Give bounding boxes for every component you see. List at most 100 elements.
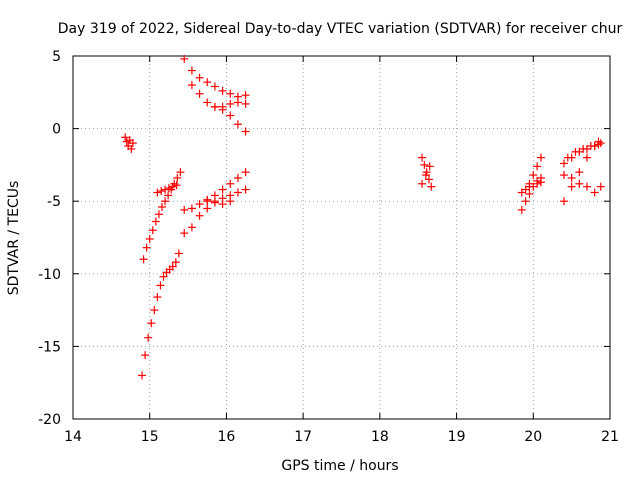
- data-point: [168, 182, 177, 191]
- x-tick-label: 15: [141, 429, 159, 445]
- data-point: [203, 204, 212, 213]
- plot-border: [72, 55, 611, 420]
- data-point: [153, 293, 162, 302]
- data-point: [187, 223, 196, 232]
- data-point: [187, 81, 196, 90]
- data-point: [151, 217, 160, 226]
- data-point: [529, 171, 538, 180]
- tick-labels: 14 15 16 17 18 19 20 21 5 0 -5 -10 -15 -20: [38, 49, 619, 445]
- data-point: [148, 226, 157, 235]
- data-point: [195, 200, 204, 209]
- data-point: [582, 182, 591, 191]
- plot-axes: [72, 55, 611, 420]
- data-point: [159, 272, 168, 281]
- x-tick-label: 20: [524, 429, 542, 445]
- data-point: [138, 371, 147, 380]
- grid-lines: [73, 56, 610, 419]
- data-point: [418, 179, 427, 188]
- data-point: [203, 78, 212, 87]
- data-point: [218, 86, 227, 95]
- data-point: [195, 73, 204, 82]
- y-tick-label: 5: [52, 49, 61, 65]
- data-point: [241, 168, 250, 177]
- data-point: [521, 197, 530, 206]
- data-point: [203, 98, 212, 107]
- data-point: [139, 255, 148, 264]
- data-point: [164, 184, 173, 193]
- data-point: [187, 204, 196, 213]
- data-point: [173, 173, 182, 182]
- data-point: [586, 142, 595, 151]
- data-point: [218, 200, 227, 209]
- data-point: [533, 179, 542, 188]
- x-tick-label: 18: [371, 429, 389, 445]
- data-point: [226, 197, 235, 206]
- data-point: [590, 188, 599, 197]
- data-point: [420, 160, 429, 169]
- data-point: [241, 99, 250, 108]
- data-point: [210, 191, 219, 200]
- data-point: [517, 188, 526, 197]
- x-axis-label: GPS time / hours: [281, 458, 398, 474]
- data-point: [233, 120, 242, 129]
- data-point: [559, 159, 568, 168]
- data-point: [195, 89, 204, 98]
- data-point: [517, 205, 526, 214]
- y-tick-label: -5: [47, 194, 61, 210]
- y-tick-label: -10: [38, 267, 61, 283]
- x-tick-label: 17: [294, 429, 312, 445]
- y-tick-label: 0: [52, 122, 61, 138]
- data-point: [427, 182, 436, 191]
- data-point: [127, 144, 136, 153]
- data-point: [424, 175, 433, 184]
- data-point: [525, 189, 534, 198]
- x-tick-label: 16: [218, 429, 236, 445]
- data-point: [525, 182, 534, 191]
- data-point: [218, 185, 227, 194]
- data-point: [161, 197, 170, 206]
- data-point: [582, 153, 591, 162]
- data-point: [421, 171, 430, 180]
- y-tick-label: -20: [38, 412, 61, 428]
- data-point: [226, 179, 235, 188]
- data-point: [567, 182, 576, 191]
- data-point: [154, 210, 163, 219]
- data-point: [180, 54, 189, 63]
- data-point: [187, 66, 196, 75]
- data-point: [141, 351, 150, 360]
- data-point: [536, 178, 545, 187]
- y-tick-label: -15: [38, 339, 61, 355]
- data-point: [157, 203, 166, 212]
- data-point: [575, 179, 584, 188]
- data-point: [233, 173, 242, 182]
- data-points: [121, 54, 605, 380]
- data-point: [218, 105, 227, 114]
- data-point: [233, 188, 242, 197]
- data-point: [575, 168, 584, 177]
- data-point: [145, 234, 154, 243]
- data-point: [195, 211, 204, 220]
- data-point: [210, 82, 219, 91]
- data-point: [210, 198, 219, 207]
- data-point: [147, 319, 156, 328]
- data-point: [203, 197, 212, 206]
- data-point: [142, 243, 151, 252]
- data-point: [180, 205, 189, 214]
- x-tick-label: 14: [64, 429, 82, 445]
- data-point: [164, 191, 173, 200]
- data-point: [157, 187, 166, 196]
- data-point: [144, 333, 153, 342]
- data-point: [594, 140, 603, 149]
- data-point: [571, 147, 580, 156]
- chart-title: Day 319 of 2022, Sidereal Day-to-day VTE…: [58, 21, 623, 37]
- data-point: [174, 249, 183, 258]
- data-point: [241, 127, 250, 136]
- data-point: [172, 181, 181, 190]
- data-point: [161, 185, 170, 194]
- data-point: [563, 153, 572, 162]
- data-point: [567, 173, 576, 182]
- data-point: [596, 182, 605, 191]
- data-point: [241, 185, 250, 194]
